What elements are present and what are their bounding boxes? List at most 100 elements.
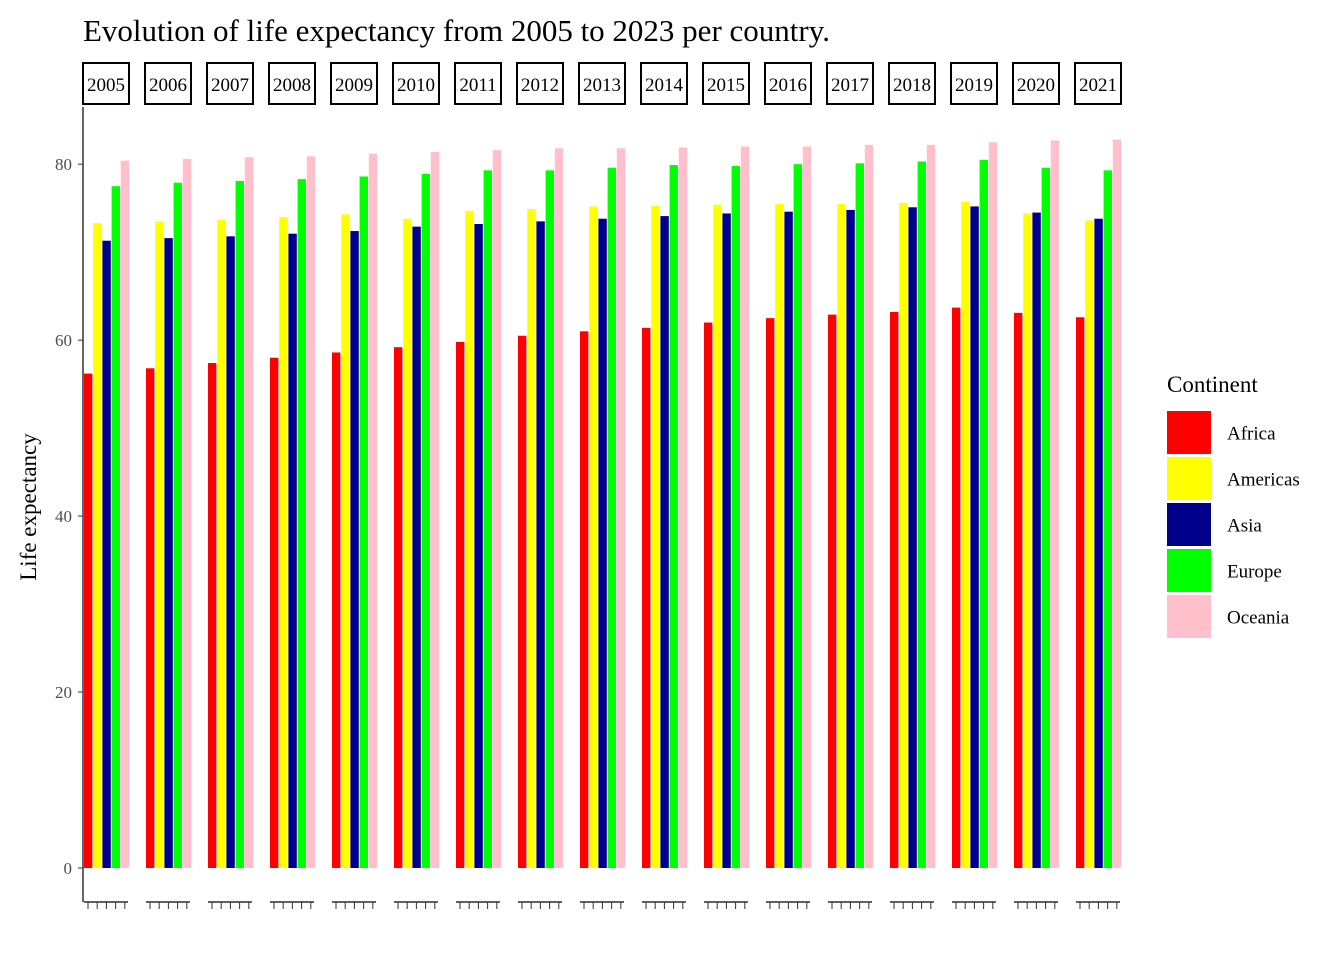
bar — [341, 214, 349, 868]
facet-strip-label: 2021 — [1079, 75, 1117, 96]
bar — [642, 328, 650, 868]
bar — [890, 312, 898, 868]
legend-label: Asia — [1227, 516, 1262, 537]
bar — [536, 221, 544, 868]
bar — [226, 236, 234, 868]
legend-label: Africa — [1227, 424, 1276, 445]
bar — [350, 231, 358, 868]
bar — [784, 212, 792, 868]
bar — [927, 145, 935, 868]
bar — [670, 165, 678, 868]
bar — [608, 168, 616, 868]
facet-panel: 2020 — [1013, 63, 1059, 909]
facet-strip-label: 2014 — [645, 75, 684, 96]
bar — [164, 238, 172, 868]
facet-strip-label: 2016 — [769, 75, 807, 96]
bar — [1076, 317, 1084, 868]
bar — [332, 352, 340, 868]
facet-panel: 2013 — [579, 63, 625, 909]
bar — [651, 206, 659, 868]
facet-strip-label: 2011 — [459, 75, 496, 96]
legend-key — [1167, 549, 1211, 592]
bar — [713, 205, 721, 868]
bar — [84, 374, 92, 868]
facet-panel: 2017 — [827, 63, 873, 909]
facet-strip-label: 2019 — [955, 75, 993, 96]
facet-strip-label: 2018 — [893, 75, 931, 96]
legend-key — [1167, 457, 1211, 500]
bar — [1023, 213, 1031, 868]
bar — [493, 150, 501, 868]
bar — [121, 161, 129, 868]
chart-title: Evolution of life expectancy from 2005 t… — [83, 13, 830, 48]
bar — [1032, 213, 1040, 868]
bar — [1051, 140, 1059, 868]
plot-area: 0 20 40 60 80 2005 2006 2007 2008 2009 2010 2011 201… — [55, 63, 1121, 909]
bar — [474, 224, 482, 868]
bar — [518, 336, 526, 868]
bar — [617, 148, 625, 868]
facet-strip-label: 2017 — [831, 75, 869, 96]
bar — [555, 148, 563, 868]
bar — [93, 223, 101, 868]
bar — [970, 206, 978, 868]
facet-strip-label: 2020 — [1017, 75, 1055, 96]
facet-panel: 2007 — [207, 63, 253, 909]
bar — [422, 174, 430, 868]
bar — [412, 227, 420, 868]
facet-panel: 2014 — [641, 63, 687, 909]
y-tick-label: 60 — [55, 331, 72, 350]
bar — [899, 203, 907, 868]
bar — [245, 157, 253, 868]
bar — [298, 179, 306, 868]
bar — [456, 342, 464, 868]
y-axis-title: Life expectancy — [16, 433, 41, 581]
bar — [952, 308, 960, 868]
bar — [174, 183, 182, 868]
facet-strip-label: 2015 — [707, 75, 745, 96]
bar — [1014, 313, 1022, 868]
facet-panel: 2019 — [951, 63, 997, 909]
bar — [732, 166, 740, 868]
bar — [722, 213, 730, 868]
bar — [766, 318, 774, 868]
bar — [279, 217, 287, 868]
bar — [846, 210, 854, 868]
bar — [394, 347, 402, 868]
facet-panel: 2018 — [889, 63, 935, 909]
bar — [1094, 219, 1102, 868]
bar — [679, 147, 687, 868]
bar — [1104, 170, 1112, 868]
facet-panel: 2012 — [517, 63, 563, 909]
facet-panel: 2006 — [145, 63, 191, 909]
facet-panel: 2011 — [455, 63, 501, 909]
bar — [102, 241, 110, 868]
bar — [961, 202, 969, 868]
bar — [837, 204, 845, 868]
facet-strip-label: 2005 — [87, 75, 125, 96]
facet-strip-label: 2008 — [273, 75, 311, 96]
legend-label: Europe — [1227, 562, 1282, 583]
bar — [369, 154, 377, 868]
facet-strip-label: 2012 — [521, 75, 559, 96]
facet-panel: 2010 — [393, 63, 439, 909]
bar — [803, 147, 811, 868]
bar — [1042, 168, 1050, 868]
bar — [431, 152, 439, 868]
facet-panel: 2015 — [703, 63, 749, 909]
bar — [307, 156, 315, 868]
bar — [183, 159, 191, 868]
bar — [270, 358, 278, 868]
y-tick-label: 20 — [55, 683, 72, 702]
bar — [865, 145, 873, 868]
bar — [794, 164, 802, 868]
facet-panel: 2016 — [765, 63, 811, 909]
legend-label: Oceania — [1227, 608, 1290, 629]
facet-panel: 2005 — [83, 63, 129, 909]
facet-panel: 2008 — [269, 63, 315, 909]
y-tick-label: 80 — [55, 155, 72, 174]
y-tick-label: 40 — [55, 507, 72, 526]
bar — [208, 363, 216, 868]
bar — [908, 207, 916, 868]
